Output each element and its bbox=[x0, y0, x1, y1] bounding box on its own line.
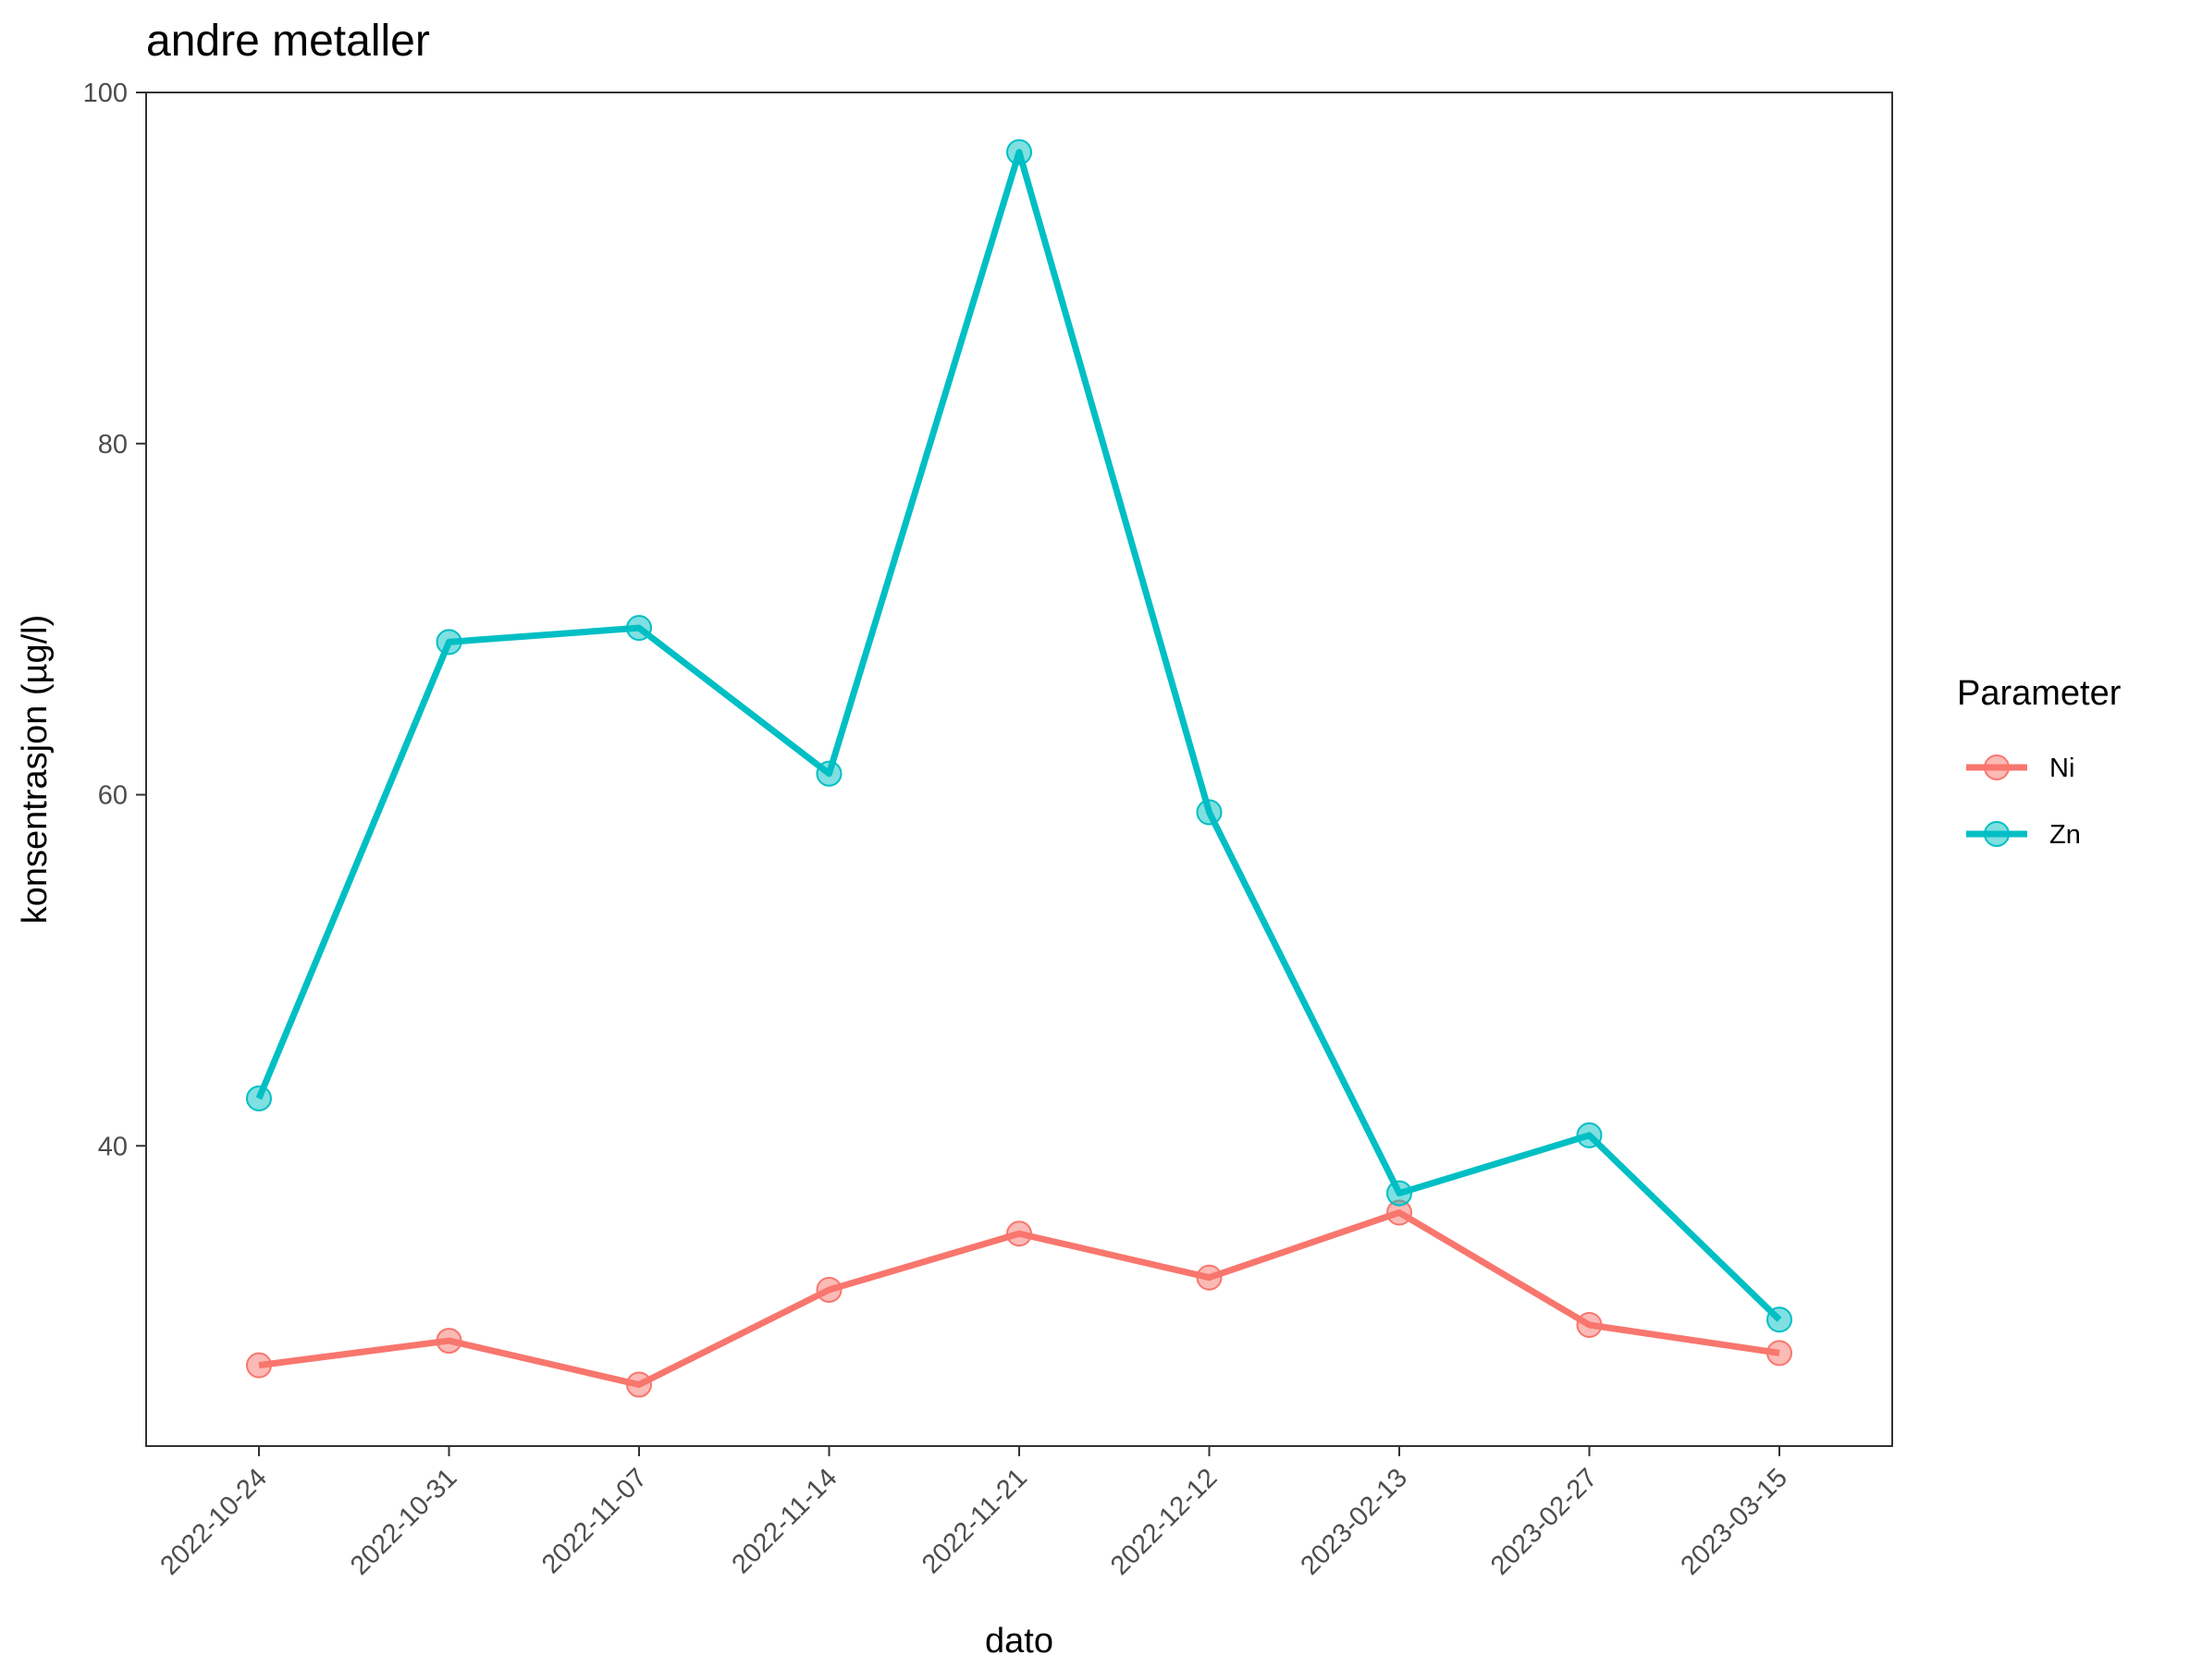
y-tick-label: 40 bbox=[98, 1132, 128, 1161]
y-tick-label: 60 bbox=[98, 781, 128, 811]
y-axis-title: konsentrasjon (µg/l) bbox=[16, 615, 55, 925]
legend-key-point-ni bbox=[1984, 754, 2010, 780]
data-point-zn bbox=[246, 1085, 272, 1112]
legend: Parameter Ni Zn bbox=[1957, 674, 2122, 850]
data-point-ni bbox=[626, 1371, 652, 1398]
x-axis-title: dato bbox=[985, 1622, 1053, 1661]
series-zn bbox=[246, 139, 1792, 1333]
legend-label-ni: Ni bbox=[2049, 754, 2074, 783]
series-ni bbox=[246, 1199, 1792, 1398]
data-point-zn bbox=[1006, 139, 1032, 166]
y-tick-label: 100 bbox=[83, 79, 128, 108]
data-point-ni bbox=[1196, 1264, 1223, 1291]
data-point-ni bbox=[816, 1277, 843, 1304]
legend-title: Parameter bbox=[1957, 674, 2122, 713]
data-point-zn bbox=[1196, 799, 1223, 826]
legend-label-zn: Zn bbox=[2049, 820, 2081, 850]
data-point-ni bbox=[1576, 1311, 1603, 1338]
data-point-zn bbox=[1766, 1306, 1792, 1333]
data-point-zn bbox=[1386, 1180, 1412, 1207]
y-tick-label: 80 bbox=[98, 430, 128, 460]
y-axis: 40 60 80 100 bbox=[83, 79, 146, 1161]
legend-key-point-zn bbox=[1984, 821, 2010, 847]
series-layer bbox=[246, 139, 1792, 1398]
chart-title: andre metaller bbox=[146, 17, 430, 66]
data-point-zn bbox=[626, 615, 652, 642]
data-point-ni bbox=[246, 1352, 272, 1379]
plot-panel bbox=[145, 92, 1893, 1447]
data-point-ni bbox=[1766, 1340, 1792, 1367]
data-point-ni bbox=[436, 1328, 462, 1355]
data-point-zn bbox=[1576, 1122, 1603, 1148]
data-point-zn bbox=[436, 629, 462, 656]
data-point-ni bbox=[1006, 1220, 1032, 1247]
data-point-zn bbox=[816, 760, 843, 787]
